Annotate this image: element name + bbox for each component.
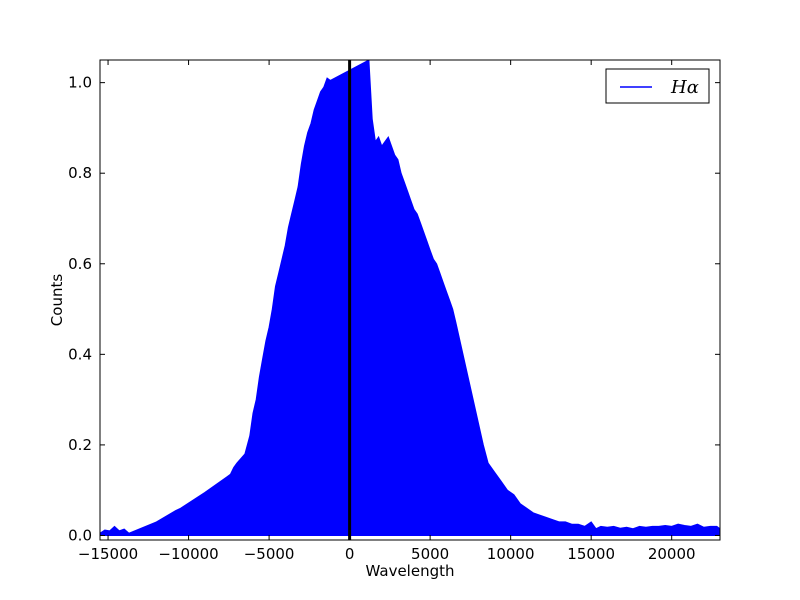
- y-tick-label: 0.0: [68, 526, 92, 544]
- x-tick-label: 15000: [567, 545, 615, 563]
- x-tick-label: 5000: [411, 545, 449, 563]
- legend-box: [605, 68, 710, 104]
- x-tick-label: 0: [345, 545, 355, 563]
- y-axis-label: Counts: [48, 274, 66, 327]
- plot-frame: [99, 59, 721, 541]
- y-tick-label: 0.6: [68, 255, 92, 273]
- x-tick-label: −10000: [158, 545, 218, 563]
- legend: Hα: [605, 68, 710, 104]
- legend-label: Hα: [670, 77, 699, 98]
- y-tick-label: 0.4: [68, 345, 92, 363]
- x-tick-label: −15000: [78, 545, 138, 563]
- y-tick-label: 1.0: [68, 74, 92, 92]
- y-tick-label: 0.2: [68, 436, 92, 454]
- x-tick-label: 20000: [648, 545, 696, 563]
- series-area: [100, 60, 720, 536]
- x-tick-label: 10000: [487, 545, 535, 563]
- x-axis-label: Wavelength: [366, 562, 455, 580]
- y-tick-label: 0.8: [68, 164, 92, 182]
- x-tick-label: −5000: [244, 545, 295, 563]
